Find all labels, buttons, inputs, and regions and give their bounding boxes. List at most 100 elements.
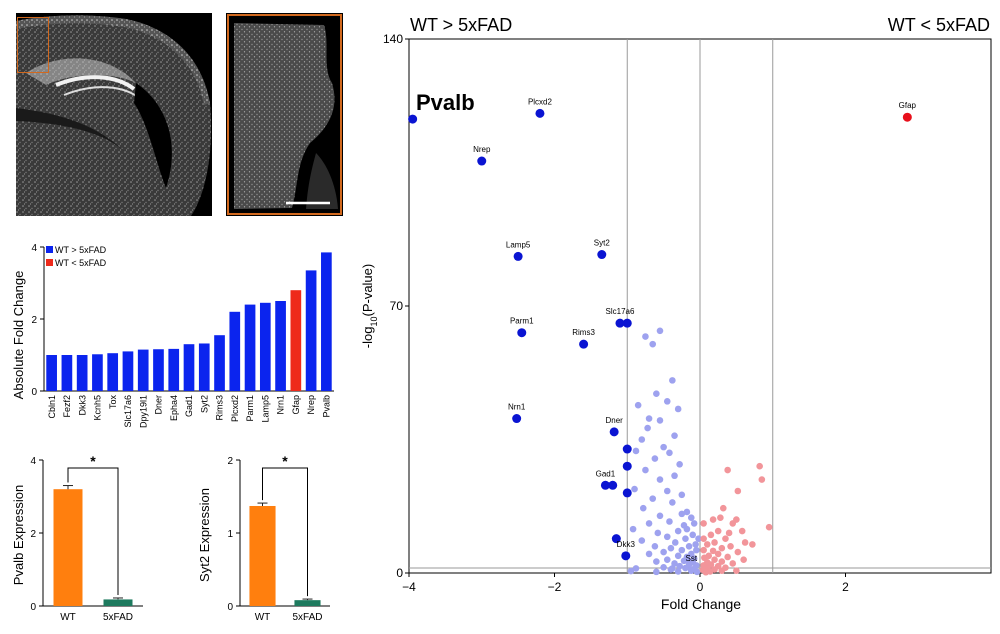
inset-drawing bbox=[226, 13, 343, 216]
inset-micrograph bbox=[226, 13, 343, 216]
pvalb-expression-panel: Pvalb Expression 0 2 4 WT 5xFAD * bbox=[0, 450, 150, 629]
pvalb-expression-chart: Pvalb Expression 0 2 4 WT 5xFAD * bbox=[11, 453, 143, 623]
volcano-point-nrep bbox=[477, 156, 487, 166]
syt2-ytick-label-2: 2 bbox=[227, 456, 233, 467]
volcano-big-label: Pvalb bbox=[416, 90, 475, 115]
fold-category-label-parm1: Parm1 bbox=[245, 395, 255, 422]
volcano-point-gad1 bbox=[600, 480, 610, 490]
pvalb-bar-5xfad bbox=[103, 599, 133, 606]
volcano-point-label-dkk3: Dkk3 bbox=[617, 540, 636, 549]
volcano-point-ns-up-6 bbox=[717, 514, 724, 521]
volcano-point-ns-down-14 bbox=[632, 447, 640, 455]
fold-bar-gad1 bbox=[183, 344, 195, 391]
volcano-point-ns-down-46 bbox=[693, 546, 700, 554]
legend-label-wt-gt: WT > 5xFAD bbox=[55, 245, 107, 255]
legend-swatch-wt-lt bbox=[46, 259, 53, 266]
volcano-point-ns-down-71 bbox=[678, 510, 686, 518]
volcano-plot: WT > 5xFAD WT < 5xFAD Pvalb Fold Change … bbox=[360, 15, 992, 612]
fold-ytick-label-4: 4 bbox=[31, 243, 37, 254]
volcano-point-ns-down-13 bbox=[660, 443, 667, 451]
volcano-point-ns-down-41 bbox=[692, 541, 699, 548]
fold-bar-epha4 bbox=[168, 348, 180, 391]
volcano-ylabel: -log10(P-value) bbox=[360, 264, 379, 348]
pvalb-significance-label: * bbox=[90, 453, 96, 469]
volcano-point-ns-down-18 bbox=[642, 466, 649, 474]
volcano-point-label-parm1: Parm1 bbox=[510, 317, 534, 326]
volcano-point-ns-down-40 bbox=[671, 539, 679, 546]
fold-category-label-slc17a6: Slc17a6 bbox=[123, 395, 133, 428]
volcano-left-title: WT > 5xFAD bbox=[410, 15, 512, 35]
volcano-point-ns-up-13 bbox=[707, 531, 715, 539]
volcano-point-parm1 bbox=[517, 328, 527, 338]
volcano-point-label-gfap: Gfap bbox=[899, 101, 917, 110]
volcano-point-ns-up-9 bbox=[765, 523, 773, 531]
legend-label-wt-lt: WT < 5xFAD bbox=[55, 258, 107, 268]
volcano-point-ns-down-3 bbox=[669, 377, 676, 384]
volcano-point-syt2 bbox=[597, 250, 607, 260]
fold-bar-plcxd2 bbox=[229, 311, 241, 391]
volcano-point-ns-down-28 bbox=[656, 512, 664, 520]
pvalb-ytick-label-4: 4 bbox=[30, 456, 36, 467]
volcano-point-ns-down-22 bbox=[663, 487, 671, 495]
volcano-xtick-label--4: −4 bbox=[402, 580, 416, 594]
volcano-point-ns-up-29 bbox=[718, 558, 726, 565]
volcano-ytick-label-70: 70 bbox=[390, 299, 404, 313]
fold-change-ylabel: Absolute Fold Change bbox=[11, 271, 26, 400]
volcano-point-ns-down-57 bbox=[671, 560, 678, 567]
volcano-point-ns-up-10 bbox=[738, 527, 746, 535]
volcano-point-ns-down-17 bbox=[676, 460, 683, 468]
volcano-point-sst bbox=[687, 566, 695, 574]
volcano-point-ns-down-23 bbox=[678, 491, 686, 499]
volcano-point-ns-down-4 bbox=[653, 390, 660, 398]
fold-bar-dpy19l1 bbox=[137, 349, 149, 391]
pvalb-significance-bracket bbox=[67, 467, 119, 595]
fold-category-label-dner: Dner bbox=[154, 395, 164, 415]
volcano-point-ns-up-44 bbox=[749, 541, 756, 548]
fold-category-label-epha4: Epha4 bbox=[169, 395, 179, 421]
volcano-point-ns-up-12 bbox=[714, 527, 722, 535]
volcano-point-ns-down-24 bbox=[649, 495, 657, 502]
volcano-point-ns-down-66 bbox=[674, 568, 682, 575]
brain-section-micrograph bbox=[16, 13, 212, 216]
volcano-point-ns-down-36 bbox=[689, 531, 697, 539]
volcano-point-ns-down-12 bbox=[638, 436, 646, 443]
volcano-ytick-label-140: 140 bbox=[383, 32, 403, 46]
volcano-point-label-nrn1: Nrn1 bbox=[508, 403, 526, 412]
fold-category-label-gad1: Gad1 bbox=[184, 395, 194, 417]
fold-bar-tox bbox=[107, 353, 119, 391]
syt2-expression-panel: Syt2 Expression 0 1 2 WT 5xFAD * bbox=[193, 450, 345, 629]
volcano-point-ns-up-2 bbox=[758, 476, 766, 483]
volcano-point-slc17a6 bbox=[615, 318, 625, 328]
volcano-point-ns-down-0 bbox=[642, 333, 649, 340]
volcano-point-ns-down-5 bbox=[663, 398, 671, 405]
volcano-panel: WT > 5xFAD WT < 5xFAD Pvalb Fold Change … bbox=[350, 0, 1000, 629]
syt2-category-label-wt: WT bbox=[255, 612, 271, 623]
volcano-point-label-sst: Sst bbox=[685, 554, 697, 563]
volcano-point-lamp5 bbox=[513, 251, 523, 261]
volcano-point-ns-down-53 bbox=[663, 556, 671, 563]
volcano-point-ns-down-7 bbox=[674, 405, 682, 413]
volcano-point-dkk3 bbox=[621, 551, 631, 561]
volcano-point-ns-up-28 bbox=[711, 556, 718, 563]
volcano-point-ns-down-25 bbox=[669, 499, 676, 506]
volcano-point-label-rims3: Rims3 bbox=[572, 328, 595, 337]
volcano-point-label-gad1: Gad1 bbox=[596, 469, 616, 478]
volcano-point-ns-up-23 bbox=[734, 548, 742, 556]
volcano-point-ns-down-69 bbox=[632, 565, 640, 572]
volcano-point-ns-down-6 bbox=[634, 401, 642, 409]
syt2-significance-bracket bbox=[262, 467, 308, 597]
volcano-point-down-extra-2 bbox=[622, 444, 632, 454]
volcano-point-ns-down-43 bbox=[685, 543, 693, 550]
fold-bar-gfap bbox=[290, 290, 302, 391]
pvalb-ylabel: Pvalb Expression bbox=[11, 485, 26, 585]
fold-ytick-label-2: 2 bbox=[31, 315, 37, 326]
fold-bar-dkk3 bbox=[76, 355, 88, 391]
volcano-point-ns-up-18 bbox=[703, 541, 711, 548]
volcano-point-ns-up-20 bbox=[718, 544, 726, 552]
volcano-point-ns-down-74 bbox=[695, 535, 702, 542]
volcano-point-ns-up-26 bbox=[724, 553, 731, 561]
syt2-ytick-label-0: 0 bbox=[227, 602, 233, 613]
volcano-point-ns-up-24 bbox=[714, 550, 722, 558]
volcano-point-ns-up-11 bbox=[700, 520, 707, 527]
pvalb-bar-wt bbox=[53, 489, 83, 606]
